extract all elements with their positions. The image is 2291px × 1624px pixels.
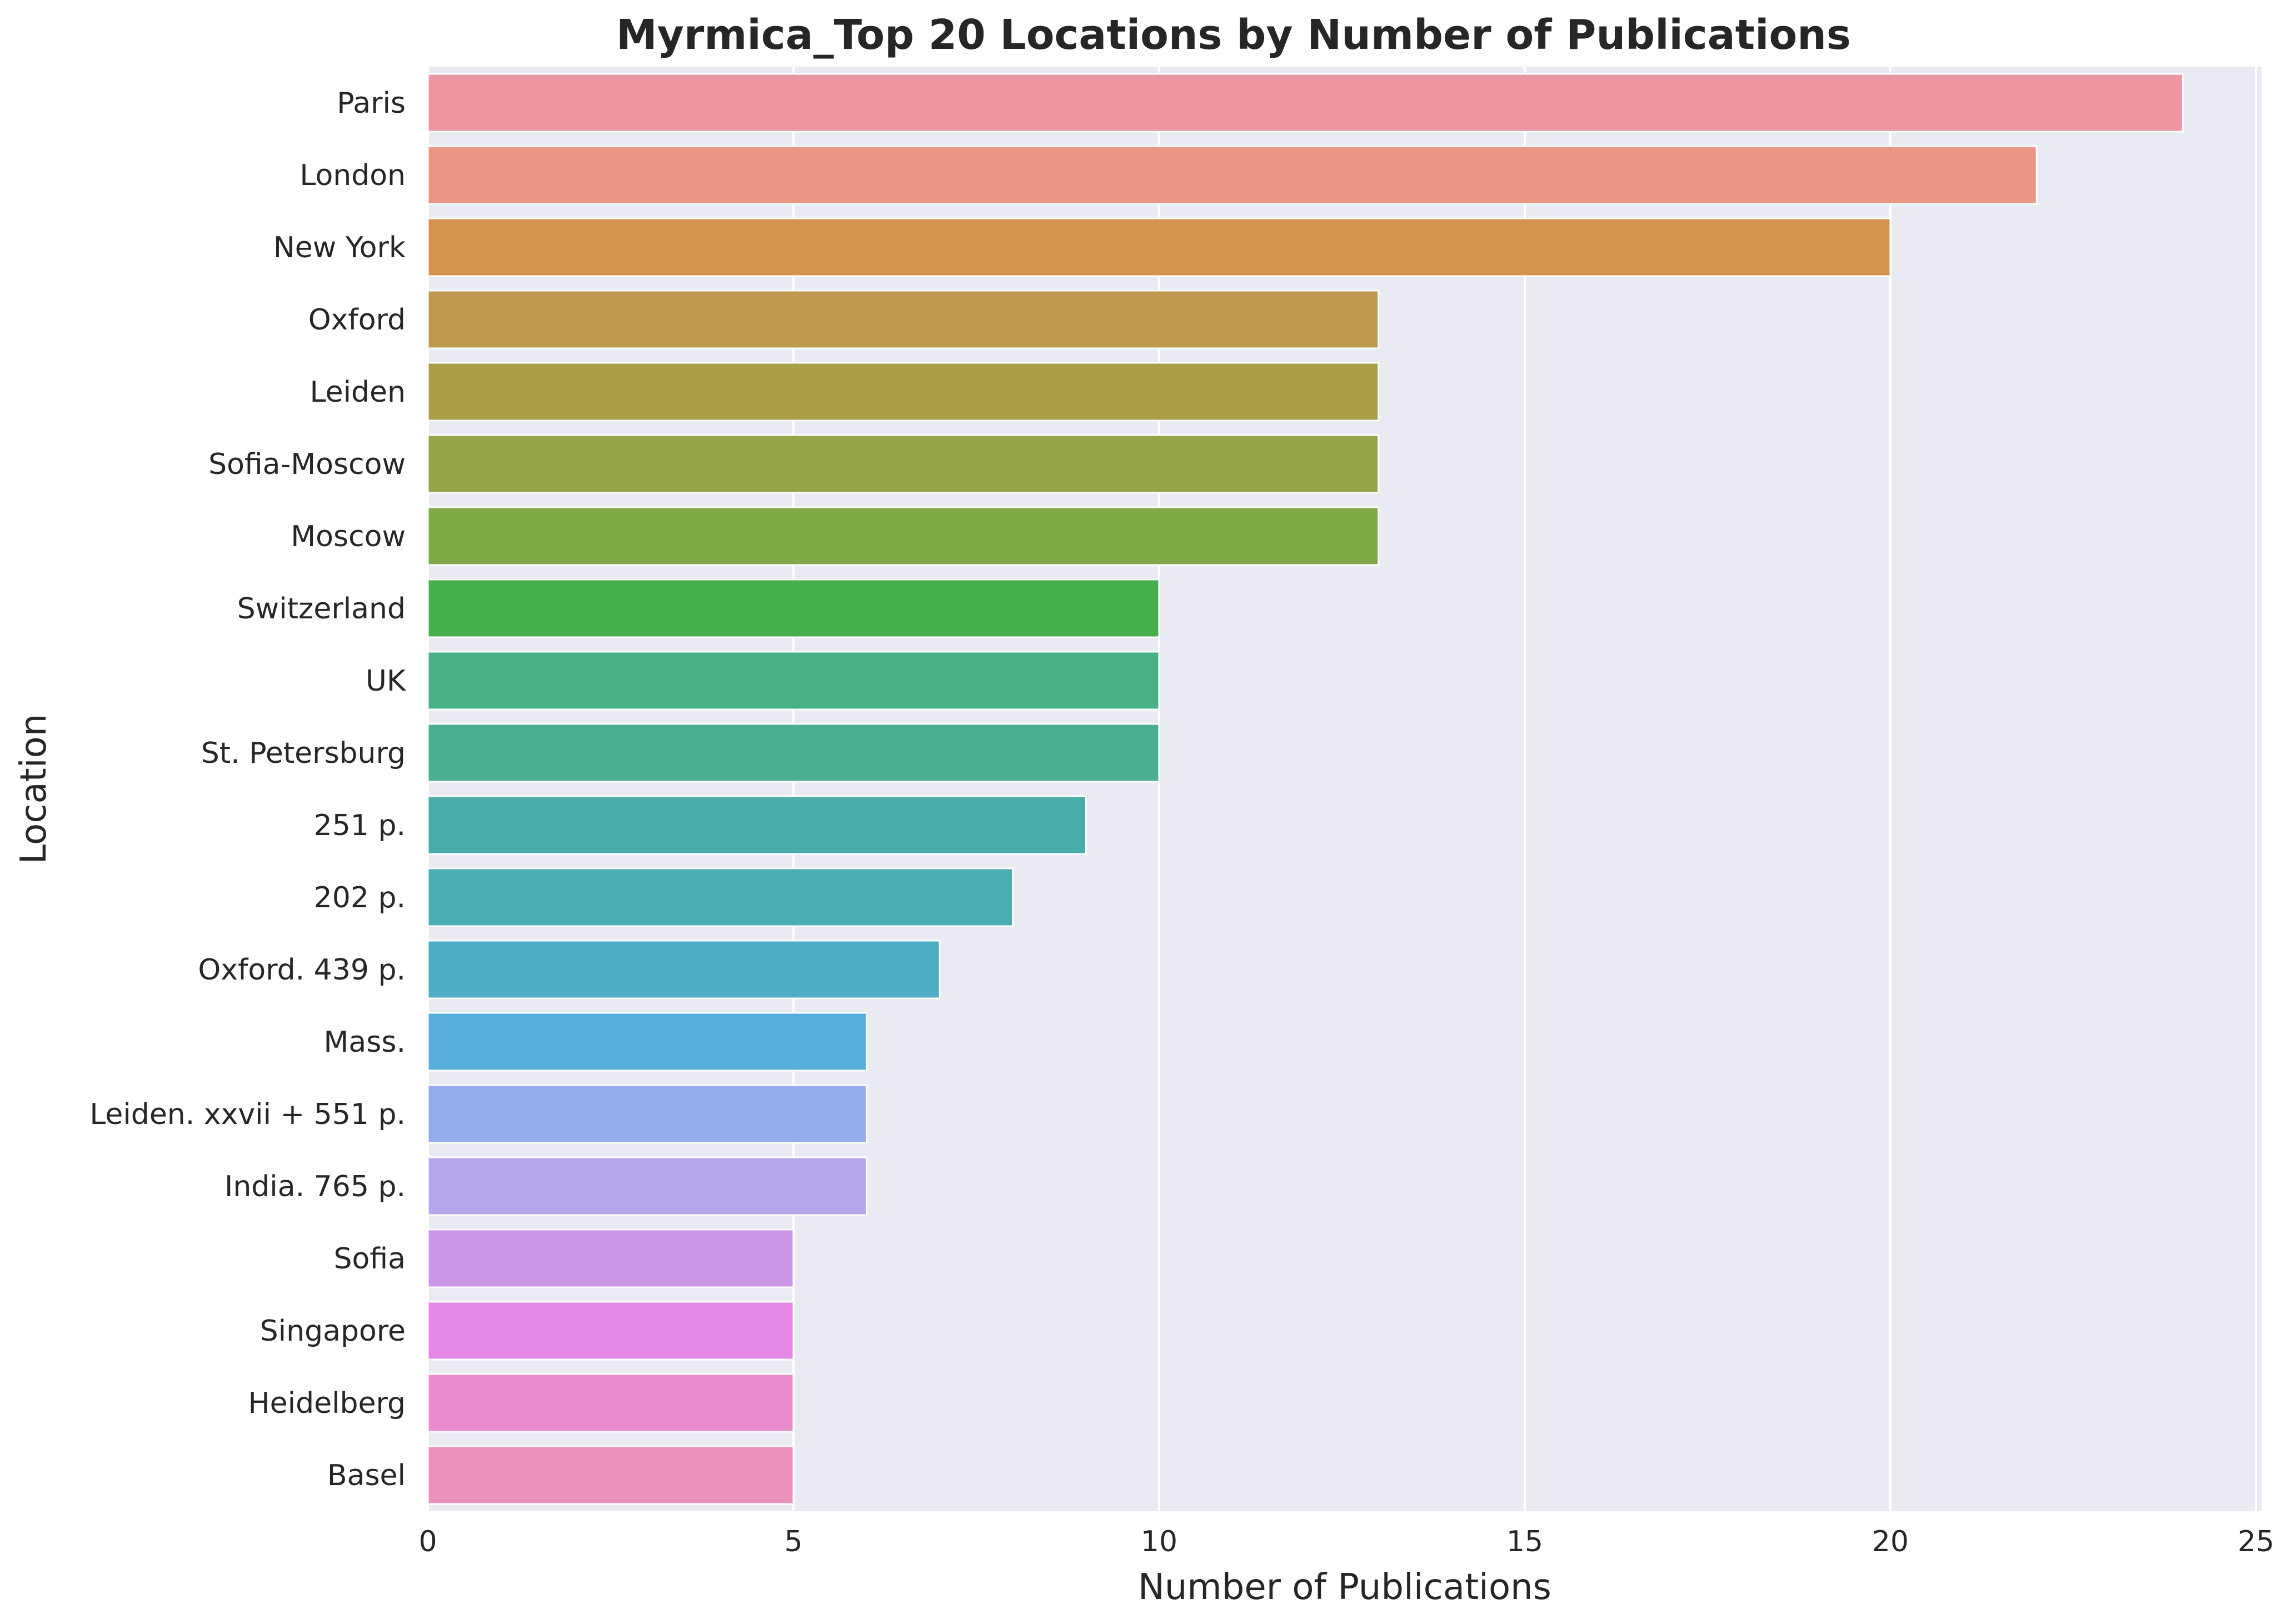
y-tick-label: Moscow	[291, 520, 406, 553]
bar	[427, 651, 1160, 711]
bar	[427, 73, 2184, 133]
bar	[427, 795, 1087, 855]
bar	[427, 1445, 795, 1505]
bar	[427, 1228, 795, 1288]
bar	[427, 434, 1380, 494]
y-tick-label: London	[300, 159, 406, 192]
x-tick-label: 10	[1141, 1525, 1177, 1558]
y-tick-label: Singapore	[260, 1315, 406, 1348]
bar	[427, 940, 941, 1000]
y-tick-label: Oxford	[308, 303, 406, 337]
bar	[427, 1084, 868, 1144]
chart-title: Myrmica_Top 20 Locations by Number of Pu…	[616, 11, 1851, 59]
bar	[427, 145, 2038, 205]
bar	[427, 362, 1380, 422]
x-axis-label: Number of Publications	[1138, 1567, 1551, 1608]
y-tick-label: Leiden. xxvii + 551 p.	[89, 1098, 406, 1131]
y-tick-labels: Paris London New York Oxford Leiden Sofia-Mos…	[89, 87, 407, 1492]
y-tick-label: Switzerland	[237, 592, 406, 626]
y-tick-label: UK	[366, 664, 407, 698]
x-tick-label: 15	[1506, 1525, 1543, 1558]
y-tick-label: Oxford. 439 p.	[198, 953, 406, 987]
bars	[427, 73, 2184, 1505]
bar	[427, 1156, 868, 1216]
bar	[427, 506, 1380, 566]
bar	[427, 1301, 795, 1361]
y-tick-label: Heidelberg	[248, 1387, 406, 1420]
bar	[427, 289, 1380, 349]
bar	[427, 1012, 868, 1072]
x-tick-label: 20	[1872, 1525, 1909, 1558]
bar	[427, 217, 1891, 277]
plot-area	[428, 67, 2262, 1511]
bar	[427, 1373, 795, 1433]
y-tick-label: Leiden	[310, 376, 406, 409]
bar	[427, 867, 1014, 927]
y-axis-label: Location	[13, 714, 54, 865]
x-tick-label: 25	[2238, 1525, 2274, 1558]
y-tick-label: India. 765 p.	[224, 1170, 406, 1203]
bar	[427, 723, 1160, 783]
y-tick-label: Mass.	[324, 1026, 406, 1059]
y-tick-label: Basel	[327, 1459, 406, 1492]
y-tick-label: 251 p.	[314, 809, 406, 842]
y-tick-label: Sofia	[334, 1242, 406, 1276]
x-tick-labels: 0 5 10 15 20 25	[418, 1525, 2274, 1558]
x-tick-label: 5	[784, 1525, 802, 1558]
y-tick-label: New York	[273, 231, 406, 264]
y-tick-label: Paris	[337, 87, 406, 120]
y-tick-label: 202 p.	[314, 881, 406, 915]
x-tick-label: 0	[418, 1525, 437, 1558]
y-tick-label: St. Petersburg	[201, 737, 406, 770]
y-tick-label: Sofia-Moscow	[208, 448, 406, 481]
bar	[427, 578, 1160, 638]
